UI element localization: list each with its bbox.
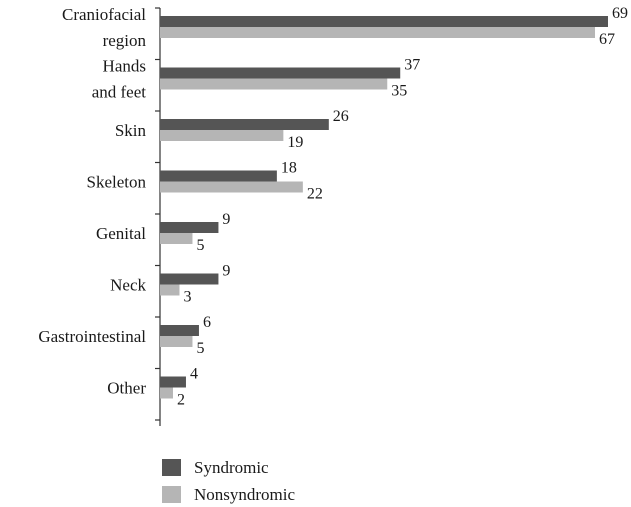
value-label: 37 xyxy=(404,57,420,74)
value-label: 5 xyxy=(196,237,204,254)
y-axis xyxy=(155,7,161,426)
category-label-line: and feet xyxy=(92,83,147,102)
bar-syndromic xyxy=(160,273,219,285)
bar-syndromic xyxy=(160,325,199,336)
bar-nonsyndromic xyxy=(160,387,173,399)
bar-nonsyndromic xyxy=(160,233,193,244)
category-label-line: Neck xyxy=(110,276,146,295)
legend: Syndromic Nonsyndromic xyxy=(162,458,296,504)
bar-syndromic xyxy=(160,67,401,79)
value-label: 9 xyxy=(222,211,230,228)
bar-nonsyndromic xyxy=(160,27,596,38)
value-label: 19 xyxy=(287,134,303,151)
legend-swatch xyxy=(162,459,181,476)
value-label: 22 xyxy=(307,186,323,203)
bar-syndromic xyxy=(160,222,219,233)
bar-syndromic xyxy=(160,170,277,182)
category-label: Genital xyxy=(96,224,146,243)
category-label: Hands and feet xyxy=(92,57,147,102)
value-label: 35 xyxy=(391,83,407,100)
category-label: Skeleton xyxy=(87,173,147,192)
value-label: 18 xyxy=(281,160,297,177)
category-label-line: Genital xyxy=(96,224,146,243)
category-label: Neck xyxy=(110,276,146,295)
category-label: Craniofacial region xyxy=(62,5,147,50)
bar-nonsyndromic xyxy=(160,78,388,90)
category-label-line: Skin xyxy=(115,121,147,140)
bars xyxy=(160,16,608,399)
value-label: 6 xyxy=(203,314,211,331)
legend-swatch xyxy=(162,486,181,503)
category-label: Gastrointestinal xyxy=(38,327,146,346)
category-label-line: Skeleton xyxy=(87,173,147,192)
value-label: 2 xyxy=(177,392,185,409)
value-label: 4 xyxy=(190,366,198,383)
category-label-line: Hands xyxy=(103,57,146,76)
category-label-line: Other xyxy=(107,379,146,398)
value-label: 69 xyxy=(612,5,628,22)
value-label: 26 xyxy=(333,108,349,125)
category-label: Skin xyxy=(115,121,147,140)
category-label-line: region xyxy=(103,31,147,50)
value-label: 67 xyxy=(599,31,615,48)
value-label: 3 xyxy=(183,289,191,306)
bar-syndromic xyxy=(160,376,186,388)
bar-nonsyndromic xyxy=(160,130,284,141)
bar-nonsyndromic xyxy=(160,284,180,296)
bar-nonsyndromic xyxy=(160,181,303,193)
value-label: 5 xyxy=(196,340,204,357)
legend-label: Syndromic xyxy=(194,458,269,477)
category-label-line: Craniofacial xyxy=(62,5,146,24)
bar-syndromic xyxy=(160,16,608,27)
category-label: Other xyxy=(107,379,146,398)
bar-nonsyndromic xyxy=(160,336,193,347)
bar-syndromic xyxy=(160,119,329,130)
value-label: 9 xyxy=(222,263,230,280)
legend-label: Nonsyndromic xyxy=(194,485,296,504)
category-label-line: Gastrointestinal xyxy=(38,327,146,346)
